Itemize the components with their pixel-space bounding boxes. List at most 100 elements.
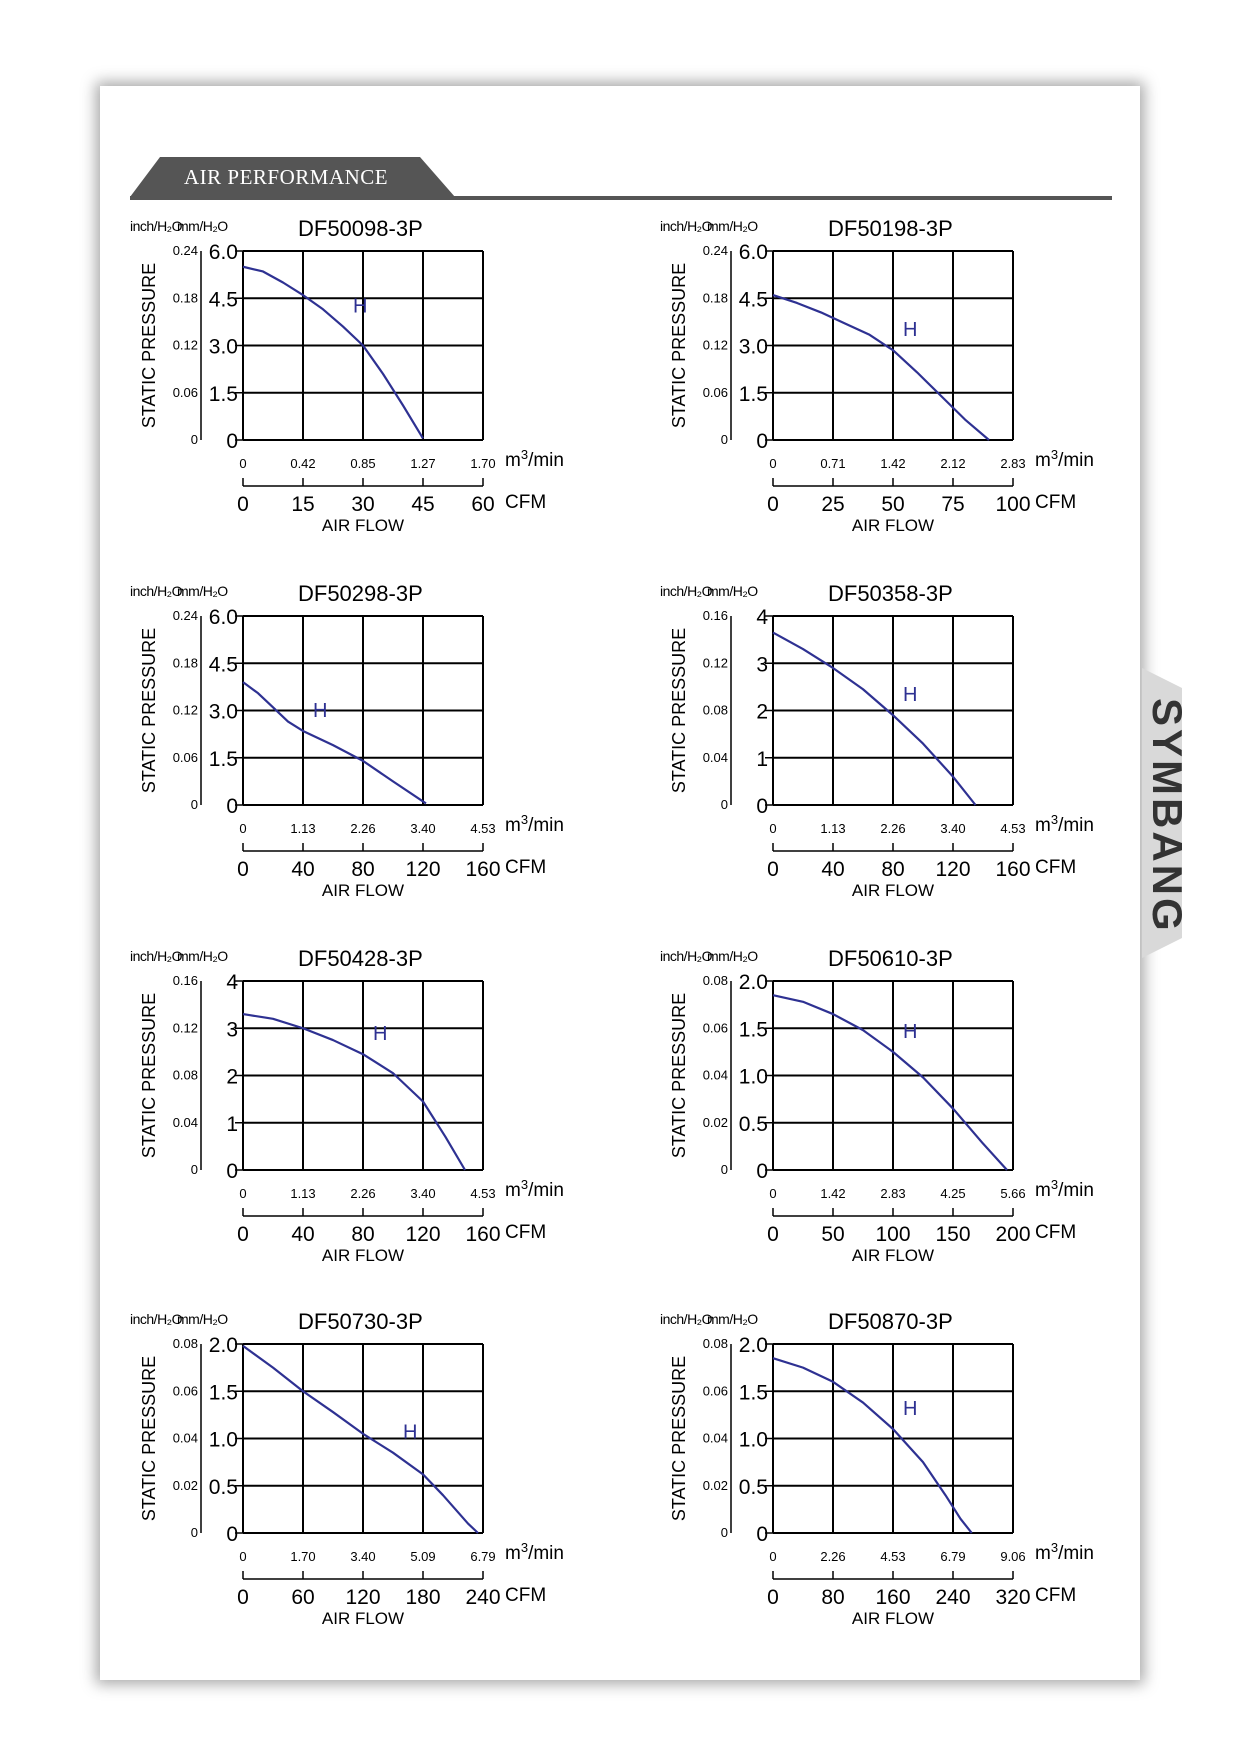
y-unit-inch: inch/H₂O [130,948,183,964]
unit-per-min: /min [528,1543,564,1564]
x-tick-m3-label: 0 [769,1549,776,1564]
x-unit-m3: m3/min [505,447,564,471]
x-tick-cfm-label: 120 [345,1586,380,1609]
x-tick-cfm-label: 100 [995,493,1030,516]
x-axis-label: AIR FLOW [852,516,934,535]
x-axis-label: AIR FLOW [852,881,934,900]
x-unit-m3: m3/min [505,1177,564,1201]
y-unit-inch: inch/H₂O [660,218,713,234]
chart-title: DF50198-3P [828,216,953,241]
x-unit-m3: m3/min [505,812,564,836]
x-tick-cfm-label: 50 [881,493,904,516]
y-unit-inch: inch/H₂O [130,218,183,234]
x-tick-m3-label: 1.42 [820,1186,845,1201]
page-sheet [100,86,1140,1680]
unit-exp: 3 [521,1540,528,1555]
chart-title: DF50610-3P [828,946,953,971]
y-unit-mm: mm/H₂O [707,218,758,234]
curve-label-h: H [313,700,327,722]
x-tick-cfm-label: 120 [935,858,970,881]
y-tick-inch-label: 0.04 [173,1431,198,1446]
y-tick-mm-label: 0.5 [739,1113,768,1136]
x-tick-m3-label: 3.40 [350,1549,375,1564]
x-tick-cfm-label: 80 [351,858,374,881]
y-tick-inch-label: 0.06 [173,385,198,400]
x-tick-m3-label: 3.40 [940,821,965,836]
y-axis-label: STATIC PRESSURE [139,628,159,793]
section-header-tab: AIR PERFORMANCE [130,157,460,197]
y-tick-inch-label: 0.16 [173,973,198,988]
x-tick-m3-label: 2.83 [1000,456,1025,471]
y-tick-mm-label: 6.0 [209,241,238,264]
y-tick-mm-label: 0 [756,1160,768,1183]
x-tick-cfm-label: 60 [291,1586,314,1609]
x-tick-m3-label: 2.26 [350,1186,375,1201]
x-tick-m3-label: 2.26 [880,821,905,836]
x-unit-cfm: CFM [505,492,546,513]
x-axis-label: AIR FLOW [322,516,404,535]
performance-curve [772,994,1008,1171]
x-tick-m3-label: 1.42 [880,456,905,471]
y-tick-mm-label: 1.5 [739,383,768,406]
unit-exp: 3 [1051,812,1058,827]
chart-title: DF50428-3P [298,946,423,971]
y-tick-inch-label: 0.06 [703,1020,728,1035]
y-tick-inch-label: 0.04 [703,1431,728,1446]
y-tick-mm-label: 4.5 [209,653,238,676]
brand-side-tab: SYMBANG [1142,668,1192,958]
y-tick-inch-label: 0.12 [173,1020,198,1035]
x-tick-cfm-label: 180 [405,1586,440,1609]
unit-per-min: /min [528,1180,564,1201]
x-tick-m3-label: 0 [769,821,776,836]
y-unit-mm: mm/H₂O [177,218,228,234]
unit-m: m [505,1180,521,1201]
y-tick-mm-label: 3.0 [739,336,768,359]
brand-logo: SYMBANG [1144,698,1191,934]
y-tick-inch-label: 0.08 [703,973,728,988]
x-unit-cfm: CFM [505,1585,546,1606]
y-tick-mm-label: 2.0 [739,1334,768,1357]
x-unit-m3: m3/min [1035,447,1094,471]
x-tick-cfm-label: 80 [821,1586,844,1609]
x-tick-cfm-label: 160 [465,1223,500,1246]
x-tick-cfm-label: 60 [471,493,494,516]
y-tick-mm-label: 2.0 [739,971,768,994]
performance-curve [242,1344,479,1534]
x-tick-m3-label: 1.27 [410,456,435,471]
y-axis-label: STATIC PRESSURE [139,263,159,428]
performance-curve [772,1357,973,1534]
unit-m: m [1035,815,1051,836]
y-tick-mm-label: 3.0 [209,336,238,359]
x-unit-cfm: CFM [1035,1585,1076,1606]
x-tick-cfm-label: 80 [881,858,904,881]
y-tick-mm-label: 1 [756,748,768,771]
y-tick-mm-label: 0 [226,795,238,818]
x-tick-m3-label: 3.40 [410,1186,435,1201]
performance-curve [242,1012,466,1171]
y-tick-inch-label: 0.04 [703,750,728,765]
unit-per-min: /min [1058,1543,1094,1564]
y-tick-mm-label: 4 [226,971,238,994]
y-tick-inch-label: 0.06 [703,1383,728,1398]
y-tick-mm-label: 1.5 [739,1381,768,1404]
y-tick-mm-label: 0 [756,1523,768,1546]
x-tick-m3-label: 6.79 [940,1549,965,1564]
unit-m: m [505,815,521,836]
x-tick-m3-label: 6.79 [470,1549,495,1564]
y-unit-inch: inch/H₂O [660,948,713,964]
unit-exp: 3 [521,1177,528,1192]
curve-label-h: H [903,1398,917,1420]
x-axis-label: AIR FLOW [852,1609,934,1628]
y-tick-mm-label: 2.0 [209,1334,238,1357]
y-tick-inch-label: 0.02 [703,1478,728,1493]
x-tick-m3-label: 4.25 [940,1186,965,1201]
y-tick-inch-label: 0.02 [173,1478,198,1493]
x-tick-cfm-label: 240 [935,1586,970,1609]
x-tick-m3-label: 2.83 [880,1186,905,1201]
y-tick-mm-label: 2 [226,1066,238,1089]
y-tick-inch-label: 0.06 [173,750,198,765]
y-tick-inch-label: 0 [191,797,198,812]
x-tick-m3-label: 0.85 [350,456,375,471]
x-unit-cfm: CFM [1035,857,1076,878]
y-tick-mm-label: 0 [756,795,768,818]
